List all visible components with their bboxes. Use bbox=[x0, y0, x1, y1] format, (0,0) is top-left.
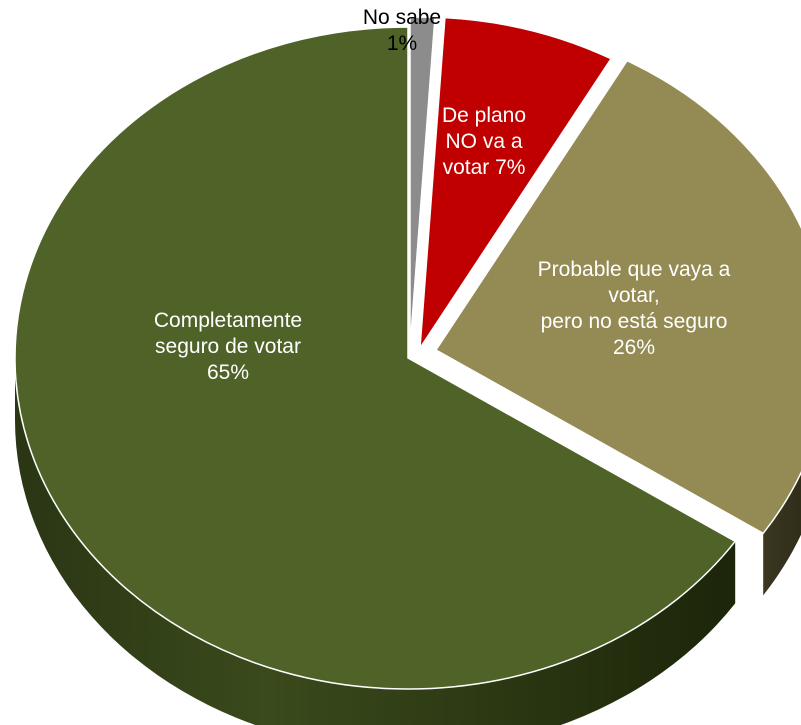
pie-slice-no-sabe bbox=[409, 16, 436, 349]
pie-slice-probable-que-vaya-a-votar-pero-no-esta-seguro bbox=[434, 59, 801, 535]
pie-side-probable-que-vaya-a-votar-pero-no-esta-seguro bbox=[763, 472, 801, 596]
pie-slice-de-plano-no-va-a-votar bbox=[419, 16, 613, 351]
label-probable-que-vaya-a-votar-pero-no-esta-seguro: Probable que vaya a votar, pero no está se… bbox=[538, 258, 731, 359]
pie-labels: No sabe 1%De plano NO va a votar 7% Probable… bbox=[154, 6, 731, 384]
label-no-sabe: No sabe 1% bbox=[363, 6, 441, 55]
label-de-plano-no-va-a-votar: De plano NO va a votar 7% bbox=[442, 104, 526, 179]
pie-slice-completamente-seguro-de-votar bbox=[14, 26, 737, 690]
label-completamente-seguro-de-votar: Completamente seguro de votar 65% bbox=[154, 309, 302, 384]
pie-slices bbox=[14, 16, 801, 690]
pie-sides bbox=[15, 358, 801, 725]
